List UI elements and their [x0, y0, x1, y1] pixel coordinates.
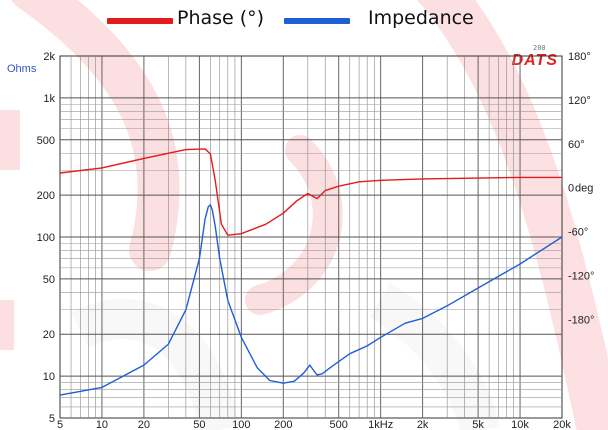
x-tick-label: 10: [96, 419, 108, 430]
y-axis-ticks: 2k 1k 500 200 100 50 20 10 5: [37, 51, 56, 425]
phase-tick-label: 60°: [568, 139, 585, 151]
left-axis-unit: Ohms: [7, 63, 37, 75]
brand-model: 200: [533, 44, 546, 52]
chart-legend: Phase (°) Impedance: [0, 6, 608, 34]
y-tick-label: 10: [43, 371, 55, 383]
legend-label-phase: Phase (°): [177, 7, 265, 29]
x-tick-label: 2k: [417, 419, 429, 430]
y-tick-label: 1k: [43, 93, 55, 105]
y-tick-label: 20: [43, 329, 55, 341]
x-tick-label: 20: [138, 419, 150, 430]
x-axis-ticks: 5 10 20 50 100 200 500 1kHz 2k 5k 10k 20k: [57, 419, 571, 430]
x-tick-label: 100: [232, 419, 250, 430]
y-tick-label: 100: [37, 232, 55, 244]
x-tick-label: 5k: [472, 419, 484, 430]
phase-tick-label: -60°: [568, 227, 588, 239]
y-tick-label: 200: [37, 190, 55, 202]
grid-horizontal: [60, 97, 562, 408]
x-tick-label: 50: [193, 419, 205, 430]
y-tick-label: 500: [37, 135, 55, 147]
series-line-phase: [59, 148, 562, 236]
phase-unit-label: deg: [575, 183, 593, 195]
series-line-impedance: [59, 204, 563, 396]
phase-axis-ticks: 180° 120° 60° 0 deg -60° -120° -180°: [568, 51, 594, 326]
phase-tick-label: 120°: [568, 95, 591, 107]
x-tick-label: 5: [57, 419, 63, 430]
phase-tick-label: -120°: [568, 270, 594, 282]
legend-swatch-phase: [107, 18, 173, 24]
x-tick-label: 20k: [553, 419, 571, 430]
series-layer: [59, 148, 563, 396]
y-tick-label: 2k: [43, 51, 55, 63]
y-tick-label: 5: [49, 413, 55, 425]
legend-swatch-impedance: [284, 18, 350, 24]
x-tick-label: 500: [330, 419, 348, 430]
legend-label-impedance: Impedance: [368, 7, 474, 29]
phase-tick-label: 0: [568, 183, 574, 195]
x-tick-label: 10k: [511, 419, 529, 430]
y-tick-label: 50: [43, 274, 55, 286]
phase-tick-label: -180°: [568, 314, 594, 326]
x-tick-label: 1kHz: [368, 419, 393, 430]
phase-tick-label: 180°: [568, 51, 591, 63]
x-tick-label: 200: [274, 419, 292, 430]
